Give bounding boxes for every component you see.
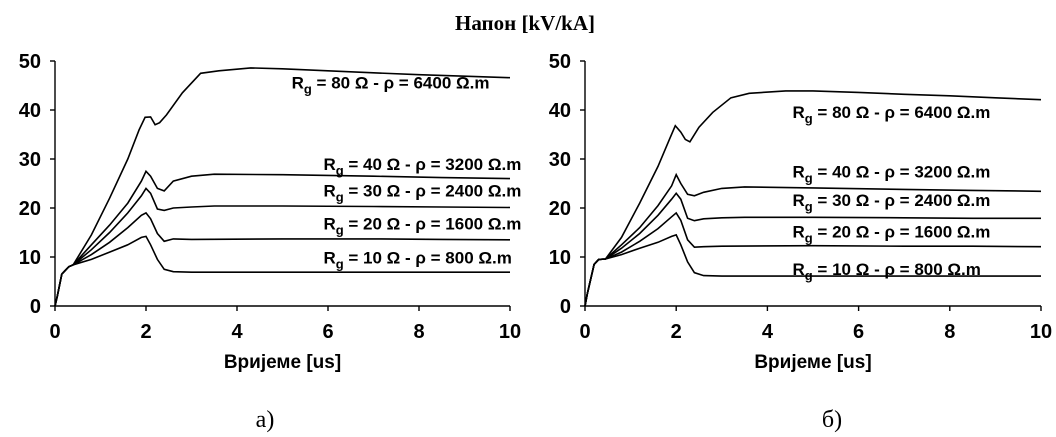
panel-caption: б) [822,407,842,433]
y-tick-label: 0 [560,296,571,318]
x-axis-title: Вријеме [us] [754,352,871,373]
figure-title: Напон [kV/kA] [455,11,595,35]
y-tick-label: 0 [30,296,41,318]
series-line [54,235,510,307]
chart-panel-a: 0 10 20 30 40 50 0 2 4 6 8 10 Вријеме [us] Rg = 80 Ω … [19,51,522,433]
series-label: Rg = 30 Ω - ρ = 2400 Ω.m [792,191,990,214]
series-label: Rg = 80 Ω - ρ = 6400 Ω.m [292,74,490,97]
y-tick-label: 40 [549,100,571,122]
series-label: Rg = 30 Ω - ρ = 2400 Ω.m [323,181,521,204]
series-label: Rg = 10 Ω - ρ = 800 Ω.m [792,260,980,283]
x-tick-label: 2 [671,321,682,343]
y-tick-label: 50 [19,51,41,73]
panel-caption: a) [256,407,275,433]
x-tick-label: 8 [944,321,955,343]
x-tick-label: 10 [499,321,521,343]
x-tick-label: 8 [413,321,424,343]
x-tick-label: 10 [1030,321,1052,343]
y-tick-label: 30 [549,149,571,171]
x-tick-label: 6 [322,321,333,343]
y-tick-label: 10 [549,247,571,269]
series-label: Rg = 40 Ω - ρ = 3200 Ω.m [323,155,521,178]
y-tick-label: 20 [19,198,41,220]
series-label: Rg = 20 Ω - ρ = 1600 Ω.m [323,215,521,238]
y-tick-label: 50 [549,51,571,73]
x-tick-label: 4 [231,321,243,343]
x-axis-title: Вријеме [us] [224,352,341,373]
x-tick-label: 6 [853,321,864,343]
series-line [584,233,1041,307]
x-tick-label: 4 [762,321,774,343]
chart-panel-b: 0 10 20 30 40 50 0 2 4 6 8 10 Вријеме [us] Rg = 80 Ω … [549,51,1052,433]
x-tick-label: 2 [140,321,151,343]
x-tick-label: 0 [579,321,590,343]
x-tick-label: 0 [49,321,60,343]
series-label: Rg = 20 Ω - ρ = 1600 Ω.m [792,223,990,246]
series-label: Rg = 40 Ω - ρ = 3200 Ω.m [792,163,990,186]
y-tick-label: 20 [549,198,571,220]
y-tick-label: 30 [19,149,41,171]
y-tick-label: 40 [19,100,41,122]
series-label: Rg = 80 Ω - ρ = 6400 Ω.m [792,103,990,126]
y-tick-label: 10 [19,247,41,269]
series-label: Rg = 10 Ω - ρ = 800 Ω.m [323,248,511,271]
